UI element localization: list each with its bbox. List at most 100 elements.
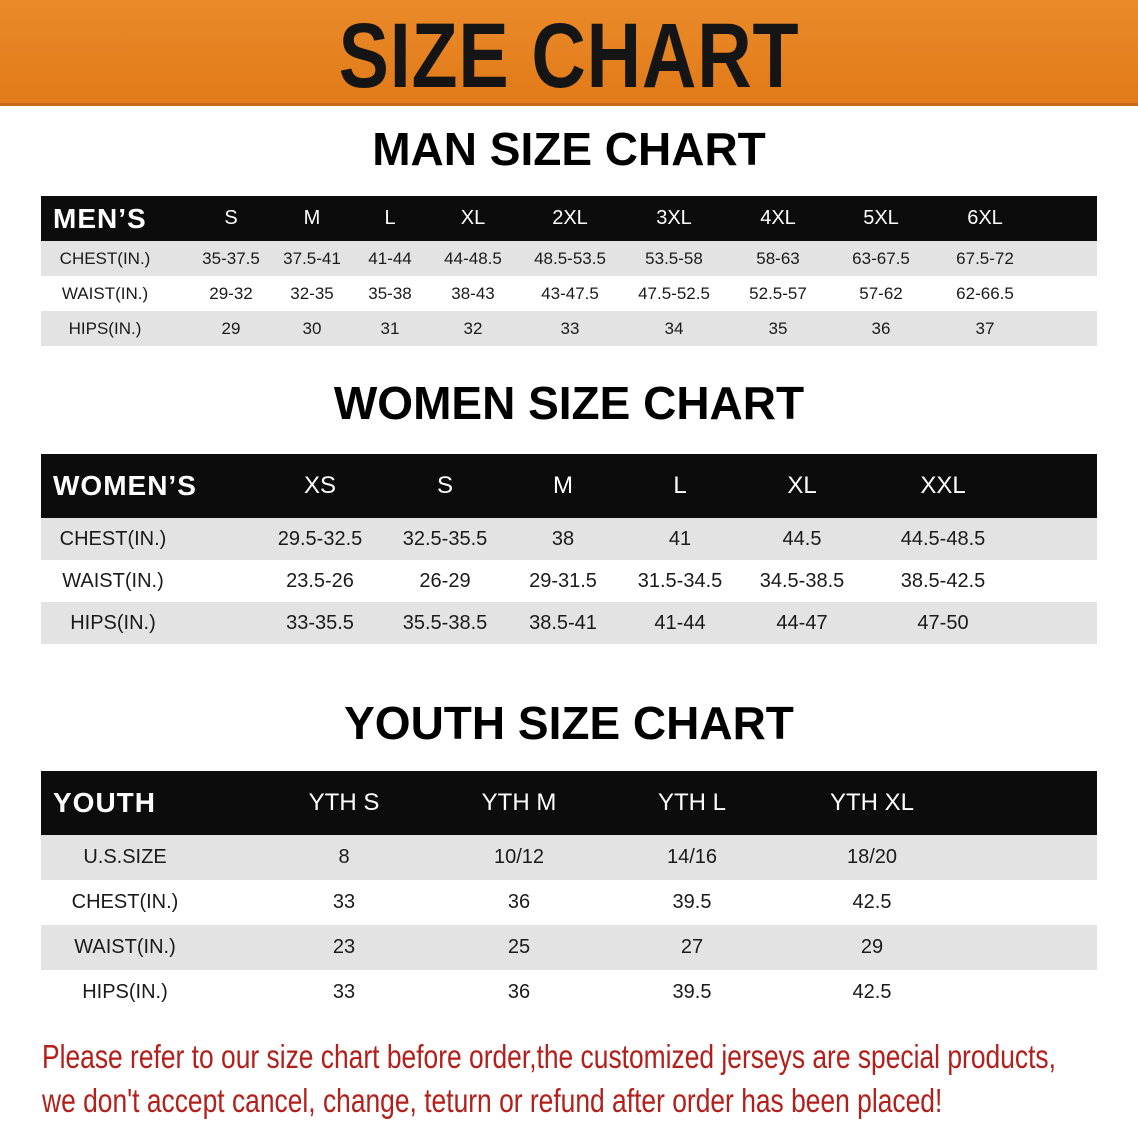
table-cell: 36: [507, 981, 531, 1003]
table-cell: 42.5: [852, 891, 892, 913]
table-cell: 41-44: [654, 611, 706, 634]
size-header: XXL: [920, 472, 966, 500]
table-cell: 39.5: [672, 981, 712, 1003]
table-cell: 33: [332, 981, 356, 1003]
table-cell: 37.5-41: [283, 248, 341, 268]
table-row: WAIST(IN.) 23.5-26 26-29 29-31.5 31.5-34.5 34…: [41, 560, 1097, 602]
size-header: S: [436, 472, 454, 500]
table-cell: 43-47.5: [541, 283, 599, 303]
size-header: L: [384, 207, 396, 229]
row-label: WAIST(IN.): [62, 569, 164, 592]
table-cell: 31.5-34.5: [637, 569, 723, 592]
table-cell: 23: [332, 936, 356, 958]
table-cell: 44.5-48.5: [900, 527, 986, 550]
table-cell: 47.5-52.5: [638, 283, 710, 303]
row-label: WAIST(IN.): [61, 283, 149, 303]
table-cell: 29.5-32.5: [277, 527, 363, 550]
men-section-title: MAN SIZE CHART: [372, 123, 766, 175]
size-header: YTH M: [481, 789, 557, 817]
women-header-row: WOMEN’S XS S M L XL XXL: [41, 454, 1097, 518]
table-cell: 52.5-57: [749, 283, 807, 303]
row-label: HIPS(IN.): [70, 611, 156, 634]
size-header: YTH L: [657, 789, 727, 817]
table-cell: 33: [560, 318, 580, 338]
size-header: 6XL: [967, 207, 1003, 229]
size-header: M: [553, 472, 573, 500]
size-header: L: [673, 472, 687, 500]
table-cell: 44-48.5: [444, 248, 502, 268]
table-cell: 35.5-38.5: [402, 611, 488, 634]
women-section-title: WOMEN SIZE CHART: [333, 377, 805, 429]
table-cell: 67.5-72: [956, 248, 1014, 268]
table-cell: 38: [551, 527, 575, 550]
row-label: U.S.SIZE: [83, 846, 167, 868]
table-row: HIPS(IN.) 33 36 39.5 42.5: [41, 970, 1097, 1015]
row-label: HIPS(IN.): [82, 981, 168, 1003]
size-header: XL: [787, 472, 817, 500]
table-cell: 23.5-26: [286, 569, 354, 592]
table-cell: 35-38: [368, 283, 412, 303]
table-cell: 35-37.5: [202, 248, 260, 268]
table-cell: 29-31.5: [529, 569, 597, 592]
table-cell: 32.5-35.5: [402, 527, 488, 550]
footer-notice-line-2: we don't accept cancel, change, teturn o…: [42, 1082, 943, 1119]
table-cell: 8: [338, 846, 350, 868]
banner-title: SIZE CHART: [338, 5, 800, 107]
size-header: YTH XL: [829, 789, 915, 817]
row-label: HIPS(IN.): [68, 318, 142, 338]
table-cell: 35: [768, 318, 788, 338]
table-row: HIPS(IN.) 33-35.5 35.5-38.5 38.5-41 41-44 44-…: [41, 602, 1097, 644]
table-row: U.S.SIZE 8 10/12 14/16 18/20: [41, 835, 1097, 880]
size-header: YTH S: [308, 789, 380, 817]
table-cell: 42.5: [852, 981, 892, 1003]
table-row: CHEST(IN.) 33 36 39.5 42.5: [41, 880, 1097, 925]
table-cell: 62-66.5: [956, 283, 1014, 303]
footer-notice-line-1: Please refer to our size chart before or…: [42, 1038, 1056, 1075]
men-header-label: MEN’S: [53, 202, 147, 234]
size-header: S: [224, 207, 238, 229]
size-header: XS: [303, 472, 337, 500]
table-cell: 26-29: [419, 569, 471, 592]
size-header: XL: [460, 207, 486, 229]
table-row: WAIST(IN.) 23 25 27 29: [41, 925, 1097, 970]
table-row: WAIST(IN.) 29-32 32-35 35-38 38-43 43-47.5 47.…: [41, 276, 1097, 311]
table-cell: 34: [664, 318, 684, 338]
youth-section-title: YOUTH SIZE CHART: [344, 697, 794, 749]
table-cell: 14/16: [666, 846, 718, 868]
table-cell: 38.5-42.5: [900, 569, 986, 592]
table-row: CHEST(IN.) 29.5-32.5 32.5-35.5 38 41 44.5 44.5…: [41, 518, 1097, 560]
table-cell: 37: [975, 318, 995, 338]
table-cell: 57-62: [859, 283, 903, 303]
table-cell: 53.5-58: [645, 248, 703, 268]
table-cell: 47-50: [917, 611, 969, 634]
table-cell: 36: [871, 318, 891, 338]
table-cell: 58-63: [756, 248, 800, 268]
table-row: HIPS(IN.) 29 30 31 32 33 34 35 36 37: [41, 311, 1097, 346]
size-header: M: [303, 207, 321, 229]
table-cell: 18/20: [846, 846, 898, 868]
table-cell: 34.5-38.5: [759, 569, 845, 592]
table-cell: 41: [668, 527, 692, 550]
table-cell: 30: [302, 318, 322, 338]
table-cell: 36: [507, 891, 531, 913]
table-cell: 10/12: [493, 846, 545, 868]
table-cell: 29: [221, 318, 241, 338]
table-cell: 31: [380, 318, 400, 338]
table-cell: 29: [860, 936, 884, 958]
size-header: 5XL: [863, 207, 899, 229]
table-cell: 41-44: [368, 248, 412, 268]
row-label: CHEST(IN.): [59, 248, 151, 268]
size-chart-banner: SIZE CHART: [0, 0, 1138, 107]
table-cell: 39.5: [672, 891, 712, 913]
table-cell: 44.5: [782, 527, 822, 550]
women-header-label: WOMEN’S: [53, 470, 197, 501]
table-cell: 48.5-53.5: [534, 248, 606, 268]
table-cell: 25: [507, 936, 531, 958]
youth-header-row: YOUTH YTH S YTH M YTH L YTH XL: [41, 771, 1097, 835]
row-label: WAIST(IN.): [74, 936, 176, 958]
table-cell: 33-35.5: [286, 611, 354, 634]
table-cell: 32: [463, 318, 483, 338]
youth-header-label: YOUTH: [53, 787, 156, 818]
table-cell: 29-32: [209, 283, 253, 303]
table-cell: 63-67.5: [852, 248, 910, 268]
